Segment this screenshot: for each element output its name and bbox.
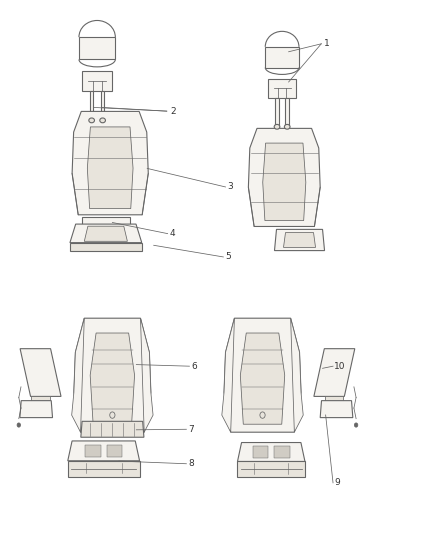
Polygon shape <box>314 349 355 397</box>
Polygon shape <box>253 446 268 458</box>
Polygon shape <box>82 71 113 91</box>
Polygon shape <box>70 243 142 251</box>
Polygon shape <box>265 47 299 68</box>
Polygon shape <box>84 226 127 241</box>
Polygon shape <box>263 143 306 221</box>
Circle shape <box>260 412 265 418</box>
Polygon shape <box>90 91 93 120</box>
Polygon shape <box>248 128 320 227</box>
Polygon shape <box>268 78 296 98</box>
Polygon shape <box>79 37 115 60</box>
Polygon shape <box>81 421 144 437</box>
Polygon shape <box>224 318 301 432</box>
Ellipse shape <box>89 118 95 123</box>
Polygon shape <box>275 229 325 251</box>
Text: 8: 8 <box>188 459 194 469</box>
Polygon shape <box>325 397 343 402</box>
Polygon shape <box>87 127 133 208</box>
Polygon shape <box>72 318 84 432</box>
Text: 5: 5 <box>226 253 231 262</box>
Polygon shape <box>237 442 305 462</box>
Polygon shape <box>275 98 279 127</box>
Ellipse shape <box>274 124 280 129</box>
Polygon shape <box>320 401 353 418</box>
Polygon shape <box>32 397 49 402</box>
Polygon shape <box>82 216 130 228</box>
Text: 7: 7 <box>188 425 194 434</box>
Polygon shape <box>90 333 134 424</box>
Polygon shape <box>237 462 305 477</box>
Polygon shape <box>20 349 61 397</box>
Text: 2: 2 <box>170 107 176 116</box>
Polygon shape <box>141 318 153 432</box>
Polygon shape <box>68 441 140 461</box>
Polygon shape <box>291 318 303 432</box>
Polygon shape <box>286 98 289 127</box>
Polygon shape <box>20 401 53 418</box>
Polygon shape <box>274 446 290 458</box>
Polygon shape <box>283 232 315 247</box>
Polygon shape <box>70 224 142 243</box>
Ellipse shape <box>284 124 290 129</box>
Text: 10: 10 <box>334 362 346 370</box>
Polygon shape <box>72 111 148 215</box>
Polygon shape <box>68 461 140 477</box>
Text: 4: 4 <box>170 229 176 238</box>
Polygon shape <box>240 333 285 424</box>
Text: 3: 3 <box>228 182 233 191</box>
Text: 9: 9 <box>334 478 340 487</box>
Text: 1: 1 <box>324 39 330 49</box>
Circle shape <box>17 423 21 427</box>
Polygon shape <box>107 445 122 457</box>
Polygon shape <box>101 91 104 120</box>
Polygon shape <box>74 318 151 432</box>
Text: 6: 6 <box>191 362 198 370</box>
Polygon shape <box>222 318 234 432</box>
Polygon shape <box>85 445 101 457</box>
Ellipse shape <box>100 118 106 123</box>
Circle shape <box>110 412 115 418</box>
Circle shape <box>354 423 358 427</box>
